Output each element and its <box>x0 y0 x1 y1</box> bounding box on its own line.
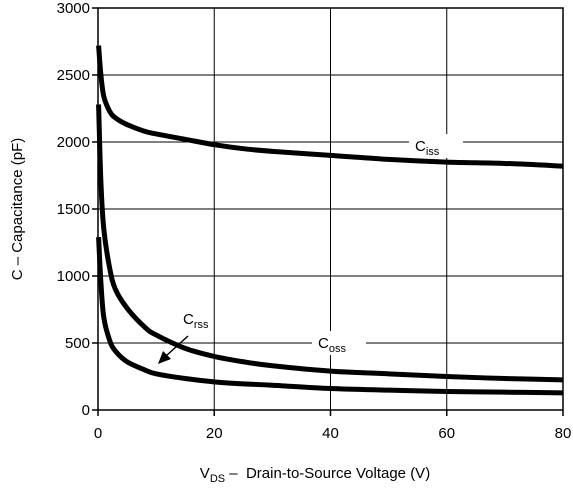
x-tick-label: 20 <box>206 425 223 442</box>
crss-arrow-head <box>158 351 171 364</box>
y-tick-label: 2500 <box>57 67 90 84</box>
label-background <box>312 331 366 355</box>
curve-label-sub: rss <box>194 319 209 331</box>
label-coss: Coss <box>312 331 366 355</box>
plot-frame <box>97 7 564 411</box>
x-axis-label-rest: – Drain-to-Source Voltage (V) <box>225 465 430 482</box>
x-axis-label-sub: DS <box>210 473 225 485</box>
curve-label-text: Ciss <box>415 138 440 158</box>
curve-label-sub: iss <box>426 146 440 158</box>
curve-coss <box>96 104 564 383</box>
curve-label-main: C <box>415 138 426 155</box>
y-tick-label: 1000 <box>57 268 90 285</box>
y-tick-label: 500 <box>65 335 90 352</box>
curve-label-text: Coss <box>318 335 346 355</box>
x-axis-label: VDS – Drain-to-Source Voltage (V) <box>200 465 430 485</box>
label-ciss: Ciss <box>409 134 463 158</box>
x-tick-label: 0 <box>94 425 102 442</box>
curve-label-main: C <box>318 335 329 352</box>
y-tick-label: 1500 <box>57 201 90 218</box>
x-tick-label: 60 <box>438 425 455 442</box>
curve-label-text: Crss <box>183 311 209 331</box>
curves <box>96 45 564 396</box>
tick-labels: 0 20 40 60 80 0 500 1000 1500 2000 2500 3000 <box>57 0 572 442</box>
y-tick-label: 3000 <box>57 0 90 17</box>
x-tick-label: 80 <box>555 425 572 442</box>
label-crss: Crss <box>183 311 209 331</box>
curve-label-sub: oss <box>329 343 347 355</box>
curve-crss <box>96 237 564 396</box>
y-tick-label: 0 <box>82 402 90 419</box>
y-axis-label: C – Capacitance (pF) <box>9 138 26 281</box>
x-axis-label-main: V <box>200 465 210 482</box>
label-background <box>409 134 463 158</box>
curve-ciss <box>96 45 564 169</box>
y-tick-label: 2000 <box>57 134 90 151</box>
x-tick-label: 40 <box>322 425 339 442</box>
crss-arrow-shaft <box>165 335 189 357</box>
curve-label-main: C <box>183 311 194 328</box>
